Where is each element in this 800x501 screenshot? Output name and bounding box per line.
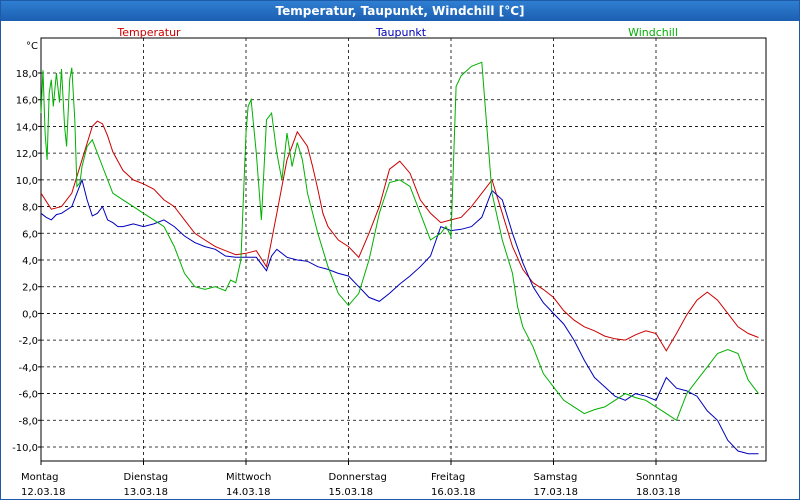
y-tick-label: -4,0 xyxy=(18,363,38,374)
y-tick-label: 18,0 xyxy=(16,69,38,80)
x-tick-date: 13.03.18 xyxy=(124,487,169,498)
legend-temperatur: Temperatur xyxy=(116,26,181,39)
x-tick-date: 18.03.18 xyxy=(636,487,681,498)
x-tick-day: Donnerstag xyxy=(329,472,387,483)
y-tick-label: 14,0 xyxy=(16,122,38,133)
x-tick-day: Dienstag xyxy=(124,472,169,483)
grid xyxy=(41,38,766,461)
y-tick-label: -2,0 xyxy=(18,336,38,347)
series-lines xyxy=(40,61,759,455)
x-tick-day: Samstag xyxy=(534,472,578,483)
y-tick-label: 6,0 xyxy=(22,229,38,240)
series-line-windchill xyxy=(40,61,759,422)
x-tick-date: 14.03.18 xyxy=(226,487,271,498)
y-axis-label: °C xyxy=(26,41,38,52)
y-tick-label: 8,0 xyxy=(22,203,38,214)
y-tick-label: -6,0 xyxy=(18,390,38,401)
y-tick-label: 4,0 xyxy=(22,256,38,267)
series-line-taupunkt xyxy=(40,178,759,455)
y-tick-label: 2,0 xyxy=(22,283,38,294)
x-tick-day: Mittwoch xyxy=(226,472,271,483)
series-line-temperatur xyxy=(40,120,759,352)
x-tick-date: 17.03.18 xyxy=(534,487,579,498)
legend-taupunkt: Taupunkt xyxy=(375,26,427,39)
y-tick-label: 12,0 xyxy=(16,149,38,160)
y-tick-label: 0,0 xyxy=(22,309,38,320)
x-tick-day: Sonntag xyxy=(636,472,678,483)
x-tick-day: Freitag xyxy=(431,472,465,483)
legend-windchill: Windchill xyxy=(628,26,678,39)
plot-frame xyxy=(40,37,767,462)
y-axis-ticks: 18,0 16,0 14,0 12,0 10,0 8,0 6,0 4,0 2,0 0,0 -2,0 -… xyxy=(12,69,41,454)
x-axis-ticks: Montag 12.03.18 Dienstag 13.03.18 Mittwoch 14… xyxy=(21,461,681,498)
x-tick-date: 15.03.18 xyxy=(329,487,374,498)
y-tick-label: -8,0 xyxy=(18,416,38,427)
x-tick-day: Montag xyxy=(21,472,58,483)
y-tick-label: 10,0 xyxy=(16,176,38,187)
x-tick-date: 12.03.18 xyxy=(21,487,66,498)
x-tick-date: 16.03.18 xyxy=(431,487,476,498)
y-tick-label: 16,0 xyxy=(16,96,38,107)
y-tick-label: -10,0 xyxy=(12,443,38,454)
window-title: Temperatur, Taupunkt, Windchill [°C] xyxy=(1,1,799,21)
